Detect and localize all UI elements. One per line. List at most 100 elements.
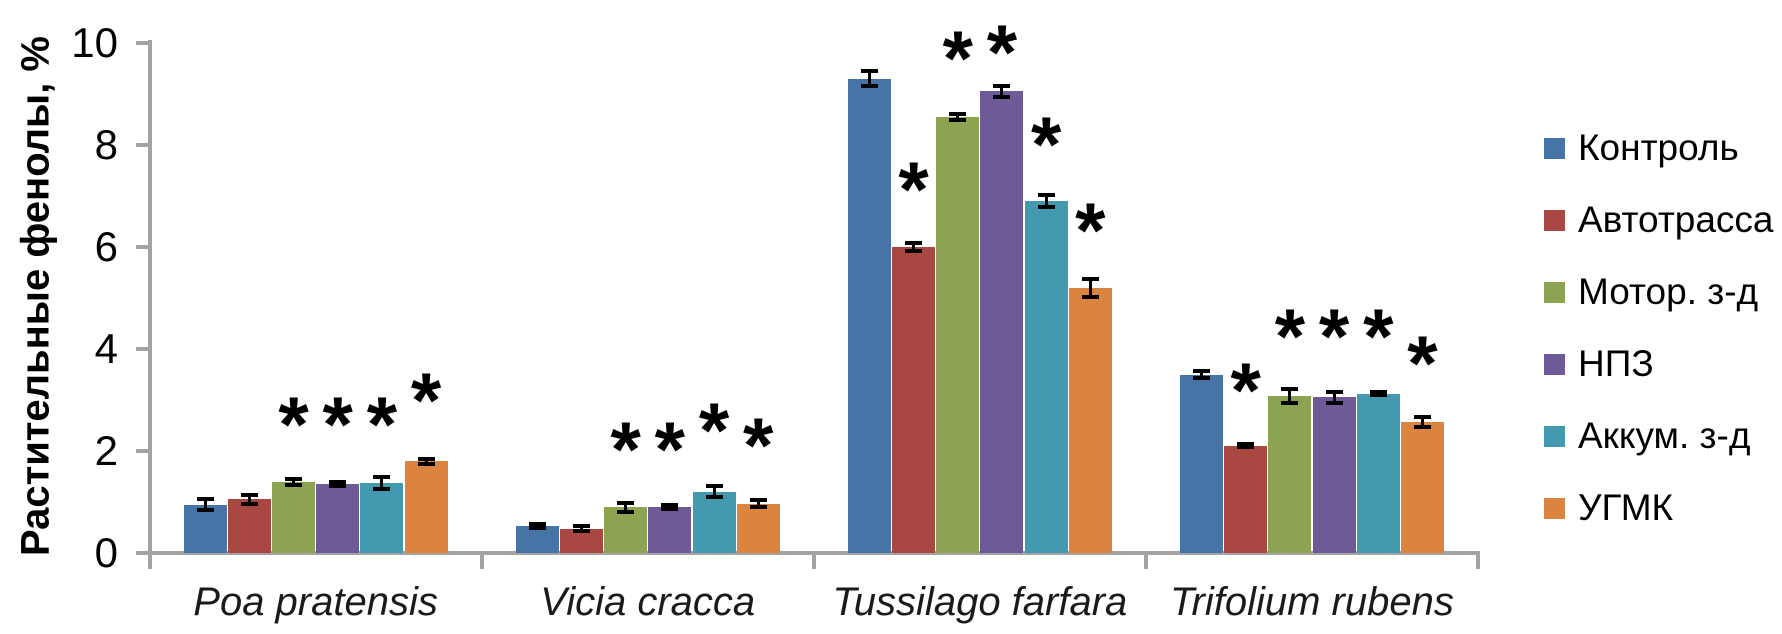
error-bar [1199, 371, 1203, 378]
significance-asterisk: * [1030, 100, 1062, 189]
significance-asterisk: * [1407, 319, 1438, 408]
significance-asterisk: * [1075, 185, 1106, 274]
error-bar-cap-bottom [528, 526, 546, 530]
error-bar [912, 242, 916, 252]
y-tick-mark [136, 347, 150, 351]
error-bar-cap-top [373, 474, 391, 479]
legend-item: Контроль [1544, 128, 1774, 168]
bar-2-4 [1224, 445, 1268, 553]
y-tick-mark [136, 551, 150, 555]
error-bar [535, 523, 539, 528]
x-tick-mark [1476, 553, 1480, 569]
y-tick-mark [136, 41, 150, 45]
bar-6-3 [1068, 287, 1112, 553]
significance-asterisk: * [698, 385, 730, 474]
error-bar-cap-top [1281, 387, 1299, 392]
error-bar [1088, 278, 1092, 297]
significance-asterisk: * [1363, 291, 1394, 380]
significance-asterisk: * [366, 379, 398, 468]
y-tick-label: 10 [71, 19, 118, 66]
legend-swatch-icon [1544, 137, 1565, 159]
legend-item: Аккум. з-д [1544, 416, 1774, 456]
error-bar-cap-bottom [1281, 400, 1299, 405]
error-bar-cap-top [572, 523, 590, 528]
x-category-label: Poa pratensis [193, 580, 438, 624]
error-bar-cap-bottom [1081, 294, 1099, 299]
error-bar-cap-top [417, 456, 435, 461]
bar-6-4 [1400, 421, 1444, 553]
error-bar [756, 500, 760, 507]
bar-6-1 [404, 461, 448, 553]
error-bar-cap-top [528, 521, 546, 526]
significance-asterisk: * [1230, 345, 1261, 434]
chart-legend: Контроль Автотрасса Мотор. з-д НПЗ Аккум. з-… [1544, 128, 1774, 560]
error-bar-cap-bottom [705, 495, 723, 500]
error-bar-cap-bottom [196, 507, 214, 512]
y-tick-label: 2 [94, 427, 118, 474]
error-bar [292, 478, 295, 485]
error-bar-cap-bottom [373, 486, 391, 491]
legend-item: НПЗ [1544, 344, 1774, 384]
error-bar-cap-top [617, 500, 635, 505]
legend-item: УГМК [1544, 488, 1774, 528]
error-bar-cap-bottom [949, 117, 967, 122]
x-tick-mark [147, 553, 152, 569]
bar-2-1 [227, 499, 271, 553]
error-bar-cap-bottom [285, 482, 302, 487]
legend-item: Автотрасса [1544, 200, 1774, 240]
error-bar-cap-top [705, 484, 723, 489]
y-tick-label: 0 [94, 529, 118, 576]
error-bar-cap-top [749, 498, 767, 503]
legend-label: Автотрасса [1578, 199, 1774, 240]
bar-1-1 [183, 504, 227, 553]
bar-1-3 [847, 78, 891, 553]
x-tick-mark [479, 553, 484, 569]
error-bar-cap-bottom [417, 461, 435, 466]
error-bar [668, 505, 672, 510]
error-bar [712, 486, 716, 498]
error-bar-cap-bottom [749, 504, 767, 509]
error-bar [1000, 86, 1004, 97]
bar-4-2 [648, 507, 692, 553]
x-category-label: Trifolium rubens [1170, 580, 1454, 624]
bar-3-2 [604, 507, 648, 553]
error-bar-cap-bottom [1325, 400, 1343, 405]
bar-4-4 [1312, 397, 1356, 553]
significance-asterisk: * [898, 145, 929, 234]
error-bar-cap-top [1192, 369, 1210, 374]
error-bar [424, 458, 428, 464]
error-bar-cap-bottom [1237, 445, 1255, 450]
error-bar-cap-bottom [329, 484, 347, 489]
error-bar-cap-bottom [1413, 424, 1431, 429]
bar-5-1 [360, 482, 404, 553]
error-bar-cap-top [1237, 442, 1255, 447]
y-tick-label: 8 [94, 121, 118, 168]
significance-asterisk: * [322, 379, 353, 468]
bar-2-3 [892, 247, 936, 553]
x-tick-mark [811, 553, 816, 569]
error-bar-cap-bottom [572, 529, 590, 534]
legend-label: УГМК [1578, 487, 1674, 528]
significance-asterisk: * [743, 401, 774, 490]
x-category-label: Tussilago farfara [832, 580, 1128, 624]
error-bar [624, 502, 628, 512]
y-tick-label: 6 [94, 223, 118, 270]
error-bar [247, 495, 251, 504]
error-bar-cap-top [993, 84, 1011, 89]
error-bar-cap-bottom [905, 249, 923, 254]
bar-5-3 [1024, 201, 1068, 553]
y-tick-label: 4 [94, 325, 118, 372]
significance-asterisk: * [986, 8, 1018, 97]
bar-5-4 [1356, 393, 1400, 553]
bar-3-3 [936, 116, 980, 553]
bar-3-4 [1268, 395, 1312, 553]
bar-4-1 [316, 484, 360, 553]
error-bar [1332, 392, 1336, 403]
significance-asterisk: * [1318, 291, 1350, 380]
legend-swatch-icon [1544, 425, 1565, 447]
bar-1-4 [1179, 374, 1223, 553]
bar-3-1 [272, 481, 315, 553]
error-bar [336, 482, 340, 487]
error-bar-cap-bottom [617, 509, 635, 514]
legend-swatch-icon [1544, 209, 1565, 231]
